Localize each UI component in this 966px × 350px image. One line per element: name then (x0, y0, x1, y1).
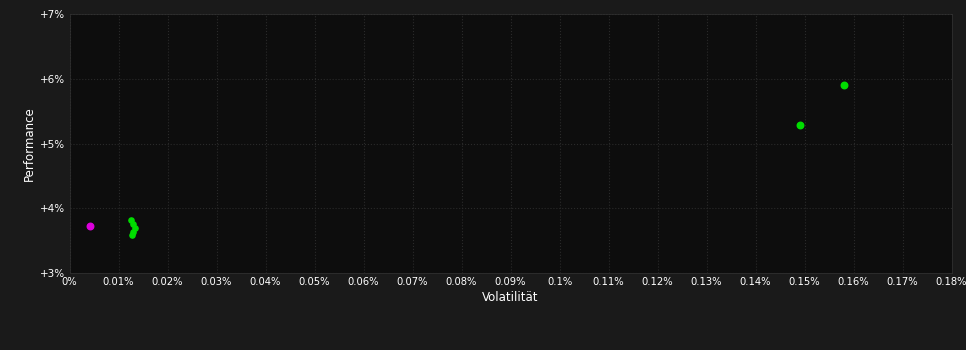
Point (126, 221, 141, 226)
Point (836, 83, 851, 88)
Point (124, 233, 139, 238)
Point (123, 217, 138, 223)
X-axis label: Volatilität: Volatilität (482, 291, 539, 304)
Point (792, 122, 808, 128)
Point (126, 229, 141, 234)
Point (127, 225, 142, 231)
Point (82, 224, 98, 229)
Y-axis label: Performance: Performance (23, 106, 36, 181)
